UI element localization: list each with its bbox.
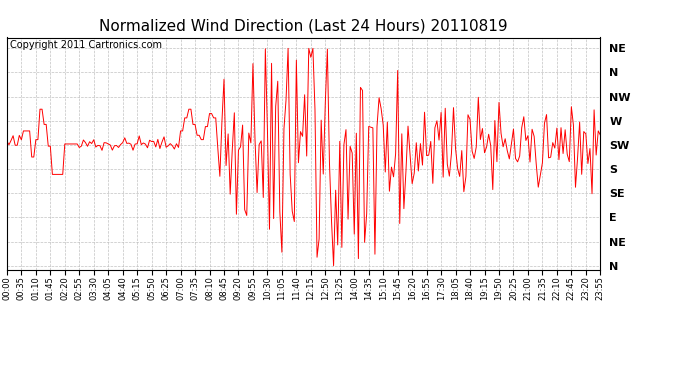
Text: Normalized Wind Direction (Last 24 Hours) 20110819: Normalized Wind Direction (Last 24 Hours…	[99, 19, 508, 34]
Text: Copyright 2011 Cartronics.com: Copyright 2011 Cartronics.com	[10, 40, 162, 50]
